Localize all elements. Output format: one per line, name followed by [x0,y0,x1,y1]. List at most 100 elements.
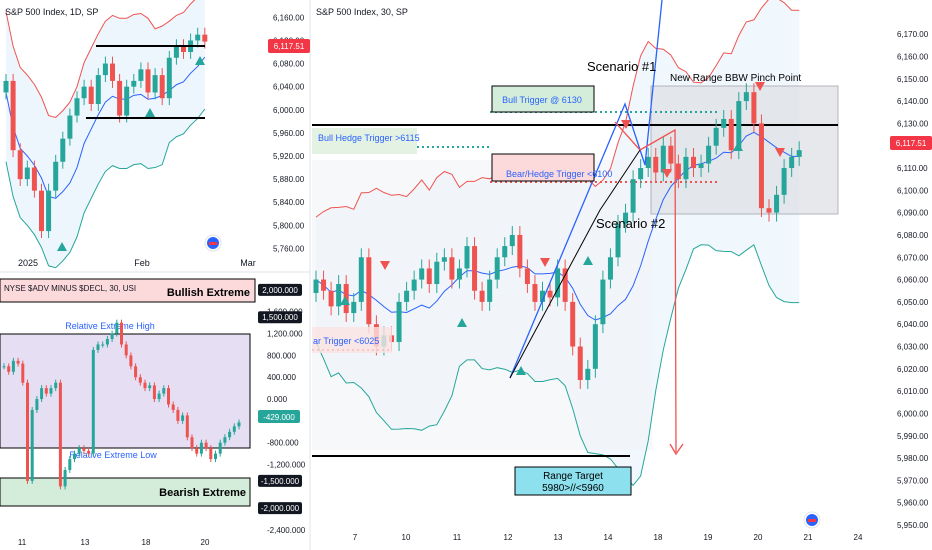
breadth-candle [26,382,29,481]
daily-ytick: 6,040.00 [273,83,305,92]
breadth-candle [2,366,6,368]
breadth-ytick: -1,200.000 [267,461,306,470]
main-candle [728,118,734,151]
breadth-candle [16,360,20,364]
main-sell-signal-icon [662,169,672,178]
main-sell-signal-icon [380,261,390,270]
breadth-candle [21,363,25,383]
breadth-candle [120,322,123,345]
main-sell-signal-icon [775,148,785,157]
scenario-1-label: Scenario #1 [587,59,656,74]
main-xtick: 11 [453,533,462,542]
daily-candle [145,69,151,93]
breadth-candle [91,349,95,454]
main-candle [607,257,613,280]
main-candle [653,156,659,173]
breadth-candle [115,322,119,334]
daily-buy-signal-icon [195,56,205,65]
daily-ytick: 6,000.00 [273,106,305,115]
daily-chart: S&P 500 Index, 1D, SP 6,160.006,120.006,… [3,0,310,269]
main-xtick: 13 [554,533,563,542]
daily-candle [152,75,158,93]
main-candle [494,257,500,280]
main-candle [577,346,583,380]
breadth-candle [157,393,161,400]
breadth-candle [54,382,58,389]
breadth-level-badge-bg [258,283,302,296]
breadth-candle [77,448,81,454]
main-candle [774,194,780,213]
main-ytick: 6,130.00 [897,119,929,128]
breadth-candle [214,453,217,460]
main-candle [691,156,696,169]
main-candle [517,234,523,269]
main-candle [524,268,530,285]
main-ytick: 6,060.00 [897,276,929,285]
breadth-candle [124,344,128,356]
daily-ytick: 5,840.00 [273,198,305,207]
new-range-box [650,85,839,215]
main-candle [441,257,447,262]
main-xtick: 19 [704,533,713,542]
breadth-candle [195,448,199,454]
main-buy-signal-icon [340,296,350,305]
daily-candle [46,190,52,232]
main-bollinger-lower [315,244,800,487]
bull-hedge-label: Bull Hedge Trigger >6115 [318,133,420,143]
main-xtick: 10 [402,533,411,542]
breadth-value-badge: -429.000 [263,413,295,422]
main-ytick: 6,070.00 [897,253,929,262]
bear-hedge-label: Bear/Hedge Trigger <6100 [506,169,612,179]
main-candle [321,279,327,291]
bear-trigger-box [312,327,392,353]
new-range-label: New Range BBW Pinch Point [670,73,801,84]
daily-ytick: 6,080.00 [273,60,305,69]
main-candle [411,279,417,291]
breadth-candle [167,388,170,405]
breadth-candle [63,469,67,487]
daily-candle [88,86,94,104]
breadth-candle [138,377,142,383]
breadth-candle [96,344,100,350]
breadth-value-badge-bg [258,410,300,423]
main-candle [562,268,568,302]
main-ytick: 6,020.00 [897,365,929,374]
main-sell-signal-icon [755,82,765,91]
bear-hedge-box [491,153,595,182]
breadth-candle [30,409,34,481]
breadth-candle [134,366,138,378]
breadth-level-badge: -1,500.000 [261,477,300,486]
daily-candle [159,75,165,99]
breadth-candle [237,422,241,427]
daily-price-badge-bg [268,39,310,53]
breadth-candle [11,360,15,372]
breadth-candle [228,431,232,438]
breadth-candle [199,442,203,454]
main-candle [743,92,749,102]
range-target-box [514,466,632,496]
main-candle [502,246,508,258]
breadth-candle [44,388,48,394]
breadth-xtick: 11 [18,538,27,547]
range-target-label: Range Target [543,471,603,482]
main-sell-signal-icon [540,258,550,267]
daily-candle [81,86,87,99]
main-candle [721,118,727,128]
main-candle [638,168,644,180]
breadth-level-badge-bg [258,311,302,324]
main-candle [472,246,478,291]
main-ytick: 6,100.00 [897,186,929,195]
daily-bollinger-upper [5,0,196,119]
daily-candle [53,161,59,191]
scenario-2-label: Scenario #2 [596,216,665,231]
breadth-candle [110,333,114,340]
breadth-candle [152,385,156,400]
daily-candle [60,138,66,162]
scenario-2-path-a [614,121,641,151]
main-candle [532,284,538,302]
breadth-xtick: 13 [81,538,90,547]
breadth-ytick: -2,400.000 [267,526,306,535]
breadth-candle [218,442,222,454]
daily-candle [67,115,73,139]
